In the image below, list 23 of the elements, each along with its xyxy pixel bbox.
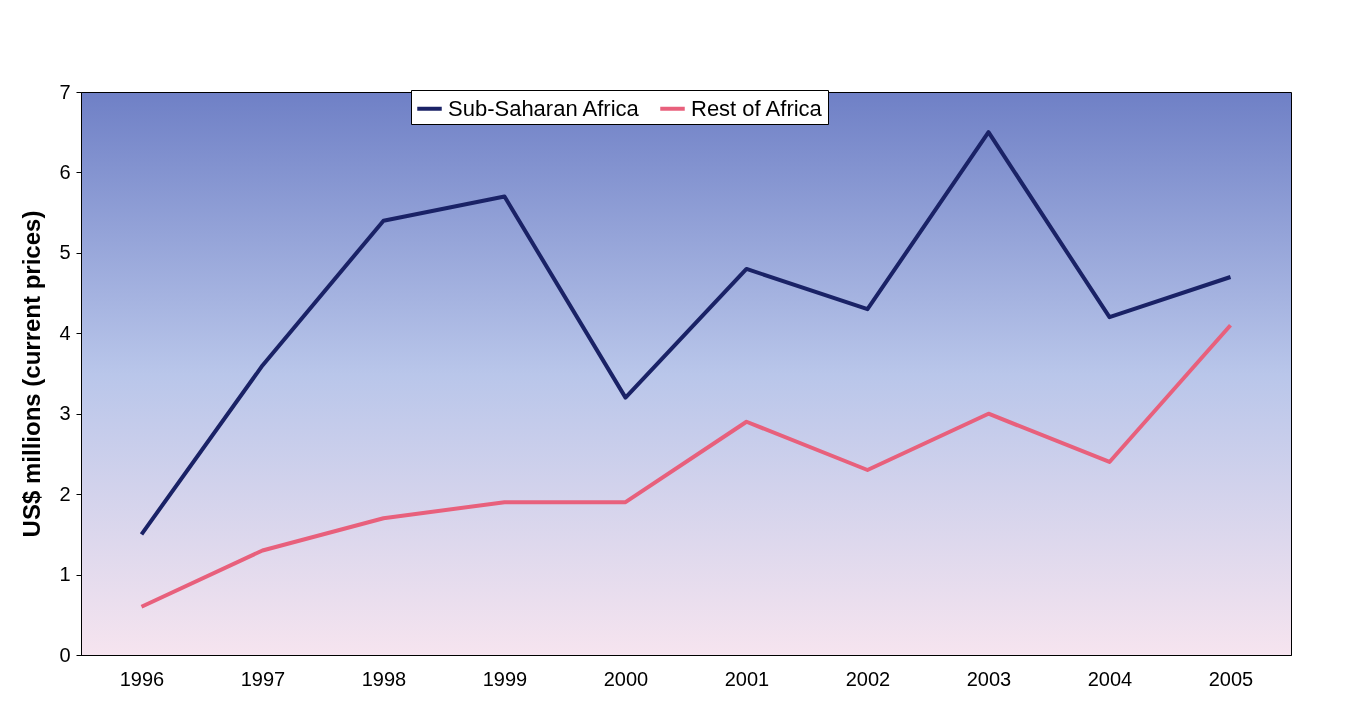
x-tick-label: 1996 xyxy=(119,667,165,690)
x-tick-label: 2002 xyxy=(845,667,891,690)
y-tick-label: 5 xyxy=(59,241,71,264)
y-tick-label: 1 xyxy=(59,563,71,586)
line-series xyxy=(139,130,1233,537)
x-tick-label: 2001 xyxy=(724,667,770,690)
y-axis-title: US$ millions (current prices) xyxy=(18,210,46,538)
x-tick-label: 2005 xyxy=(1208,667,1254,690)
y-tick-label: 6 xyxy=(59,160,71,183)
x-tick-label: 1997 xyxy=(240,667,286,690)
line-series xyxy=(139,323,1233,609)
y-tick-label: 7 xyxy=(59,80,71,103)
x-tick-label: 1999 xyxy=(482,667,528,690)
y-tick-label: 3 xyxy=(59,402,71,425)
y-tick-label: 2 xyxy=(59,482,71,505)
legend-label: Rest of Africa xyxy=(691,95,823,121)
x-tick-label: 1998 xyxy=(361,667,407,690)
x-tick-label: 2000 xyxy=(603,667,649,690)
y-tick-label: 0 xyxy=(59,643,71,666)
x-tick-label: 2004 xyxy=(1087,667,1133,690)
legend-label: Sub-Saharan Africa xyxy=(448,95,640,121)
x-tick-label: 2003 xyxy=(966,667,1012,690)
y-tick-label: 4 xyxy=(59,321,71,344)
